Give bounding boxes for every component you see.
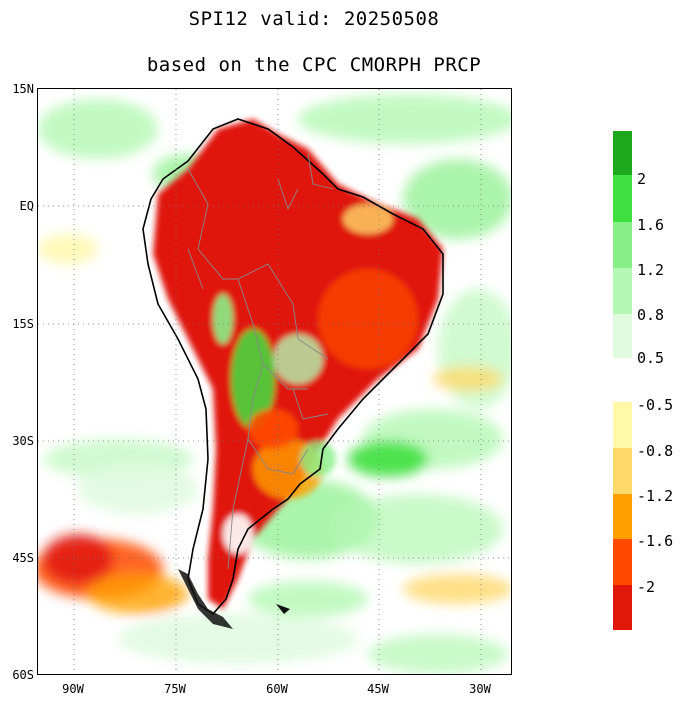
x-label-75w: 75W [164,682,186,696]
colorbar-label-neg1.2: -1.2 [637,487,674,505]
country-borders [187,153,334,570]
colorbar-wet-swatch-3 [613,268,632,314]
falkland-islands [276,604,290,614]
colorbar-dry-swatch-4 [613,585,632,630]
southern-islands [178,569,233,629]
colorbar-label-neg2: -2 [637,578,656,596]
x-label-45w: 45W [367,682,389,696]
colorbar-label-1.2: 1.2 [637,261,665,279]
y-label-15n: 15N [12,82,34,96]
coastline [142,118,444,616]
colorbar-label-neg1.6: -1.6 [637,532,674,550]
colorbar-label-neg0.5: -0.5 [637,396,674,414]
spi-map-svg [38,89,511,674]
colorbar-dry-swatch-2 [613,494,632,539]
grid-lines [38,89,511,674]
map-title-line2: based on the CPC CMORPH PRCP [146,54,482,76]
x-label-30w: 30W [469,682,491,696]
y-label-eq: EQ [19,199,34,213]
x-label-60w: 60W [266,682,288,696]
map-title-line1: SPI12 valid: 20250508 [188,8,440,30]
land-anomaly-field [153,119,443,609]
colorbar-label-neg0.8: -0.8 [637,442,674,460]
x-label-90w: 90W [62,682,84,696]
colorbar-wet-swatch-2 [613,222,632,268]
colorbar-dry-swatch-3 [613,539,632,585]
colorbar-dry-swatch-1 [613,448,632,494]
colorbar-wet-swatch-4 [613,314,632,358]
y-label-15s: 15S [12,317,34,331]
colorbar-label-1.6: 1.6 [637,216,665,234]
y-label-30s: 30S [12,434,34,448]
colorbar-wet-swatch-1 [613,175,632,222]
colorbar-label-0.5: 0.5 [637,349,665,367]
y-label-45s: 45S [12,551,34,565]
colorbar-label-0.8: 0.8 [637,306,665,324]
spi-map [37,88,512,675]
colorbar-dry-swatch-0 [613,402,632,448]
colorbar-wet-swatch-0 [613,131,632,175]
y-label-60s: 60S [12,668,34,682]
colorbar-label-2: 2 [637,170,647,188]
